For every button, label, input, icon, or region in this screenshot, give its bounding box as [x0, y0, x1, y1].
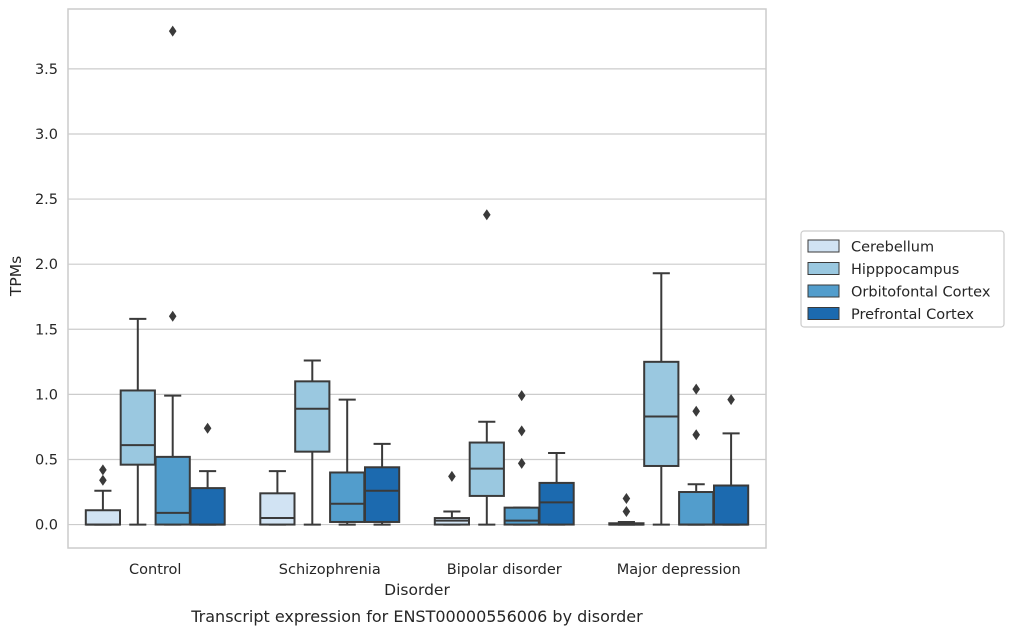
box-body [643, 360, 680, 467]
legend-swatch [807, 284, 840, 298]
legend-box [800, 230, 1005, 328]
y-tick-label: 1.5 [35, 322, 58, 338]
box-1-1 [294, 359, 331, 526]
box-0-1 [119, 317, 156, 526]
box-2-2 [503, 390, 540, 526]
y-tick-label: 0.5 [35, 452, 58, 468]
box-3-2 [678, 383, 715, 526]
outlier-point [203, 422, 212, 434]
legend-swatch [807, 307, 840, 320]
outlier-point [168, 310, 177, 322]
legend-item: Prefrontal Cortex [807, 307, 974, 323]
y-axis-label: TPMs [7, 256, 25, 297]
outlier-point [692, 405, 700, 417]
box-body [503, 506, 540, 526]
outlier-point [622, 506, 631, 518]
outlier-point [517, 390, 526, 402]
box-body [189, 487, 226, 526]
outlier-point [99, 474, 107, 486]
box-0-3 [189, 422, 226, 526]
x-tick-label: Bipolar disorder [447, 562, 562, 578]
outlier-point [168, 25, 177, 37]
box-body [154, 455, 191, 526]
outlier-point [483, 209, 491, 221]
y-tick-label: 2.5 [35, 192, 58, 208]
outlier-point [99, 464, 107, 476]
legend-item: Hipppocampus [807, 262, 959, 278]
box-2-3 [538, 451, 575, 526]
box-2-1 [468, 209, 505, 526]
box-body [84, 509, 122, 526]
box-0-2 [154, 25, 191, 526]
box-body [329, 471, 366, 523]
legend-label: Orbitofontal Cortex [851, 285, 991, 301]
legend: Cerebellum Hipppocampus Orbitofontal Corte… [800, 230, 1005, 328]
box-body [678, 491, 715, 526]
x-tick-label: Major depression [617, 562, 741, 578]
legend-item: Cerebellum [807, 239, 934, 256]
legend-frame [800, 230, 1005, 328]
y-tick-label: 1.0 [35, 387, 58, 403]
legend-label: Hipppocampus [851, 262, 959, 278]
outlier-point [448, 470, 456, 482]
outlier-point [727, 394, 735, 406]
y-tick-label: 2.0 [35, 257, 58, 273]
y-tick-label: 3.0 [35, 127, 58, 143]
box-body [712, 484, 750, 526]
legend-swatch [807, 262, 840, 275]
y-tick-label: 0.0 [35, 518, 58, 534]
box-1-3 [363, 442, 401, 526]
box-3-0 [608, 493, 645, 526]
x-axis-label: Disorder [384, 581, 450, 599]
chart-caption: Transcript expression for ENST0000055600… [190, 607, 643, 626]
box-body [363, 466, 401, 523]
axes: 0.0 0.5 1.0 1.5 2.0 2.5 3.0 3.5 Control Schizophr… [35, 8, 767, 578]
box-1-0 [259, 470, 296, 526]
legend-label: Prefrontal Cortex [851, 307, 974, 323]
boxes [84, 25, 750, 526]
legend-swatch [807, 239, 840, 253]
x-tick-label: Control [129, 562, 181, 578]
legend-label: Cerebellum [851, 240, 934, 256]
outlier-point [692, 429, 700, 441]
box-body [538, 481, 575, 526]
outlier-point [622, 493, 631, 505]
outlier-point [517, 457, 526, 469]
outlier-point [517, 425, 526, 437]
box-body [119, 389, 156, 466]
plot-frame [67, 8, 767, 549]
box-2-0 [433, 470, 471, 526]
outlier-point [692, 383, 700, 395]
box-0-0 [84, 464, 122, 526]
legend-item: Orbitofontal Cortex [807, 284, 991, 301]
box-body [294, 380, 331, 453]
box-3-3 [712, 394, 750, 526]
x-tick-label: Schizophrenia [279, 562, 381, 578]
box-body [259, 492, 296, 526]
box-1-2 [329, 398, 366, 526]
box-3-1 [643, 272, 680, 526]
y-tick-label: 3.5 [35, 62, 58, 78]
